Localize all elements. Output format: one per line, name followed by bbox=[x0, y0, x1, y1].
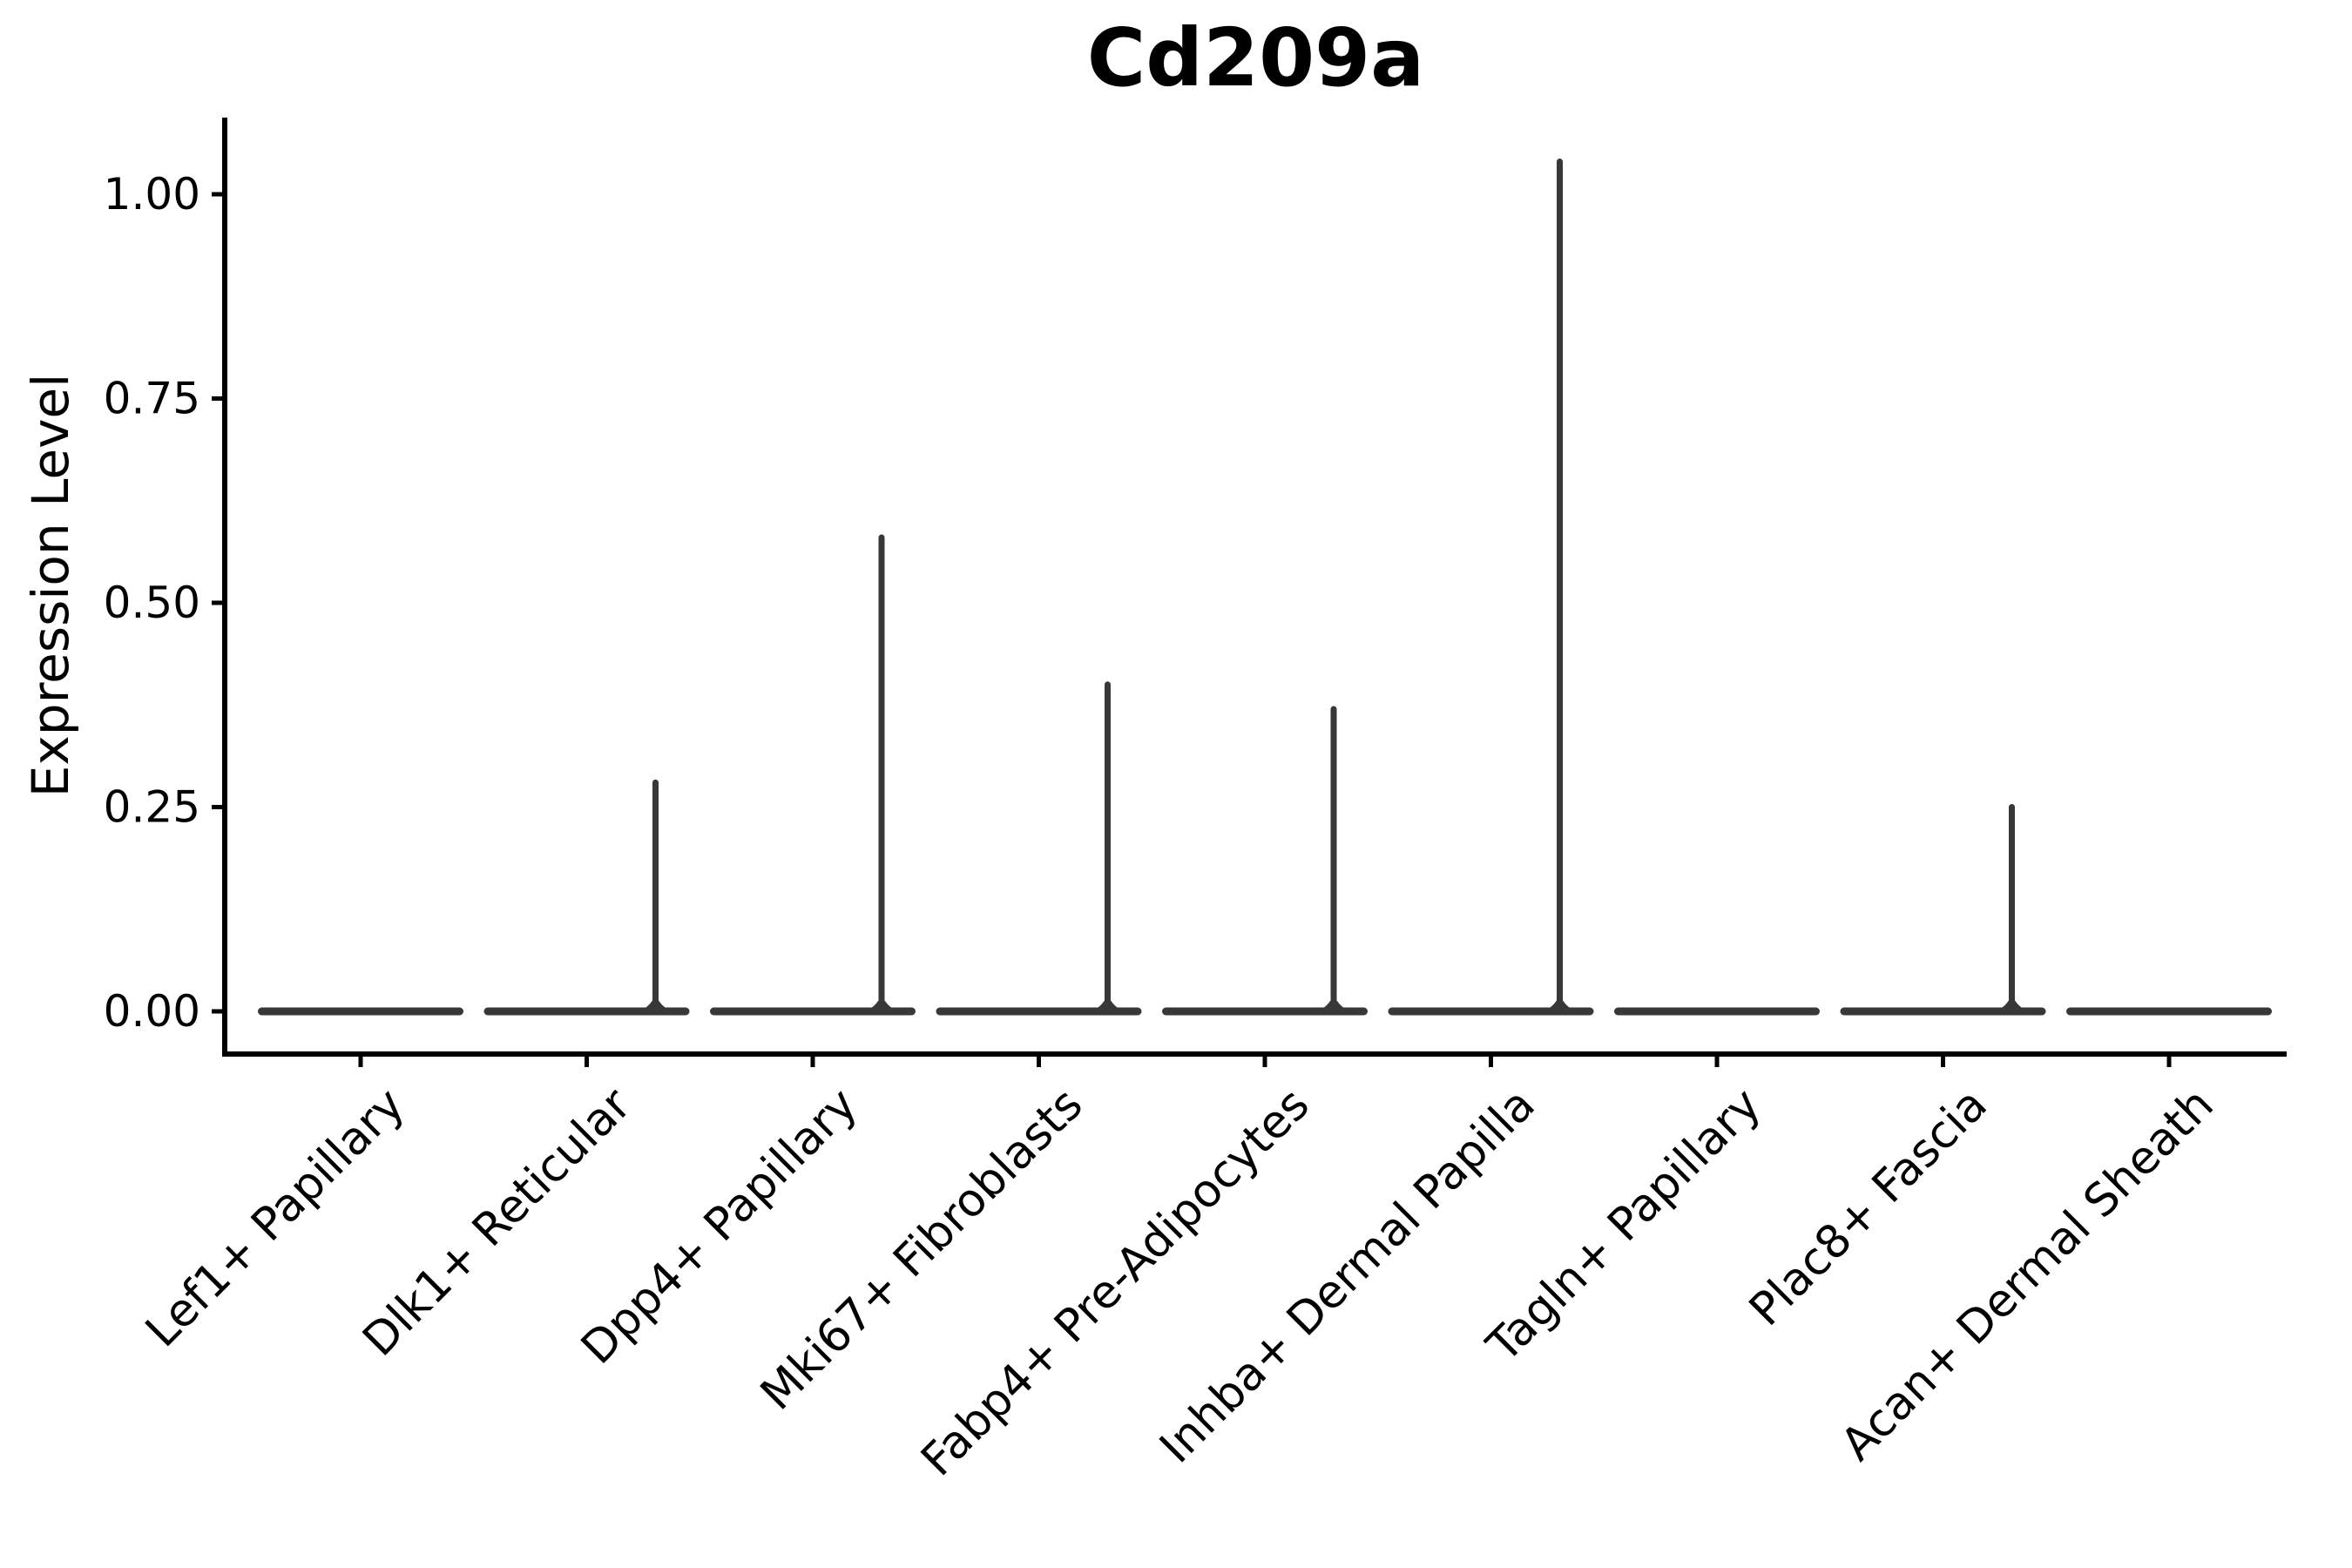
violin-body bbox=[1614, 1007, 1820, 1016]
y-tick-label: 0.75 bbox=[104, 374, 200, 424]
chart-title: Cd209a bbox=[1086, 11, 1425, 105]
violin-body bbox=[2066, 1007, 2272, 1016]
y-tick-label: 0.00 bbox=[104, 986, 200, 1037]
violin-body bbox=[258, 1007, 463, 1016]
y-tick-label: 0.25 bbox=[104, 782, 200, 833]
y-tick-label: 0.50 bbox=[104, 578, 200, 628]
y-tick-label: 1.00 bbox=[104, 169, 200, 220]
